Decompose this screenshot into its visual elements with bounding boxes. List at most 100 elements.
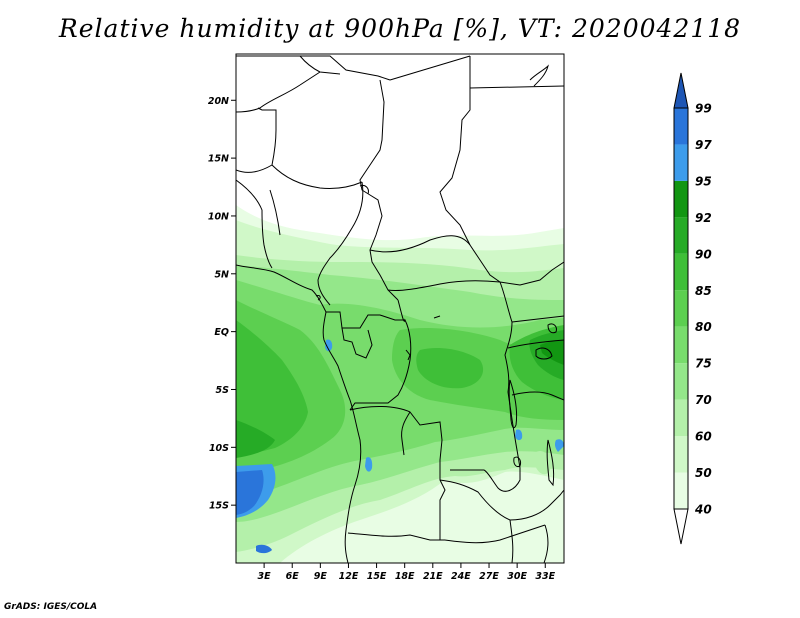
colorbar-label: 75 <box>695 357 712 371</box>
lake-outline <box>529 64 549 87</box>
humidity-zone-95 <box>554 439 564 452</box>
lon-tick-label: 27E <box>479 571 499 582</box>
lon-tick-label: 18E <box>395 571 415 582</box>
lat-tick-label: 15S <box>209 501 229 512</box>
lat-tick-label: 5S <box>216 385 230 396</box>
colorbar-label: 92 <box>695 211 712 225</box>
footer-credit: GrADS: IGES/COLA <box>4 602 98 612</box>
colorbar-swatch <box>674 436 688 473</box>
border-line <box>271 164 363 189</box>
border-line <box>401 411 411 456</box>
humidity-zone-97 <box>236 470 264 515</box>
border-line <box>387 280 501 291</box>
country-borders <box>236 55 564 563</box>
humidity-zone-95 <box>515 429 523 441</box>
lon-tick-label: 3E <box>258 571 272 582</box>
lon-tick-label: 12E <box>339 571 359 582</box>
border-line <box>236 107 277 173</box>
lake-outline <box>359 185 369 195</box>
border-line <box>444 524 546 544</box>
humidity-zone-60 <box>535 450 551 475</box>
colorbar-swatch <box>674 363 688 400</box>
colorbar-swatch <box>674 217 688 254</box>
border-line <box>299 71 321 86</box>
colorbar-swatch <box>674 399 688 437</box>
border-line <box>389 55 471 81</box>
colorbar-swatch <box>674 144 688 181</box>
colorbar-label: 80 <box>695 320 712 334</box>
border-line <box>347 532 445 541</box>
border-line <box>511 315 564 323</box>
colorbar-swatch <box>674 108 688 145</box>
lon-tick-label: 24E <box>451 571 471 582</box>
border-line <box>236 84 301 113</box>
border-line <box>450 281 521 492</box>
colorbar-swatch <box>674 326 688 364</box>
border-line <box>349 299 412 411</box>
lat-tick-label: 15N <box>208 154 229 165</box>
lake-outline <box>508 379 518 429</box>
humidity-zone-95 <box>256 544 272 554</box>
lat-tick-label: 5N <box>214 269 229 280</box>
colorbar-label: 85 <box>695 284 712 298</box>
map-frame <box>235 53 565 564</box>
humidity-zone-85 <box>416 348 484 389</box>
humidity-zone-95 <box>365 457 373 472</box>
border-line <box>359 79 399 301</box>
border-line <box>317 181 364 306</box>
lon-tick-label: 15E <box>367 571 387 582</box>
colorbar-label: 70 <box>695 393 712 407</box>
border-line <box>236 179 273 269</box>
colorbar-swatch <box>674 180 688 218</box>
humidity-zone-95 <box>325 339 333 352</box>
colorbar-upper-arrow <box>673 72 689 109</box>
colorbar: 40 50 60 70 75 80 85 90 92 95 97 99 <box>673 72 712 545</box>
lake-outline <box>405 349 411 361</box>
humidity-zone-90 <box>236 420 275 458</box>
colorbar-swatch <box>674 472 688 509</box>
border-line <box>341 327 373 359</box>
lake-outline <box>513 456 521 467</box>
humidity-zone-85 <box>236 320 308 456</box>
map-title: Relative humidity at 900hPa [%], VT: 202… <box>58 14 742 43</box>
lat-tick-label: EQ <box>214 327 229 338</box>
border-line <box>269 189 281 236</box>
lat-tick-label: 20N <box>208 96 229 107</box>
colorbar-label: 95 <box>695 174 712 188</box>
border-line <box>439 479 564 521</box>
lake-outline <box>547 323 557 334</box>
colorbar-label: 99 <box>695 102 712 116</box>
lake-outline <box>546 439 555 487</box>
border-line <box>543 524 549 563</box>
longitude-axis: 3E 6E 9E 12E 15E 18E 21E 24E 27E 30E 33E <box>258 563 556 582</box>
lat-tick-label: 10S <box>209 443 229 454</box>
humidity-field <box>236 54 564 563</box>
lon-tick-label: 33E <box>535 571 555 582</box>
humidity-zone-92 <box>540 340 564 365</box>
border-line <box>326 311 405 329</box>
border-line <box>509 519 514 563</box>
coastline <box>236 264 362 563</box>
lake-outline <box>535 347 553 360</box>
latitude-axis: 20N 15N 10N 5N EQ 5S 10S 15S <box>208 96 236 512</box>
lake-outline <box>315 295 321 301</box>
lon-tick-label: 21E <box>423 571 443 582</box>
border-line <box>236 55 391 81</box>
colorbar-swatch <box>674 290 688 327</box>
lon-tick-label: 9E <box>314 571 328 582</box>
colorbar-label: 50 <box>695 466 712 480</box>
colorbar-lower-arrow <box>673 508 689 545</box>
colorbar-swatch <box>674 253 688 291</box>
lon-tick-label: 30E <box>507 571 527 582</box>
colorbar-frame <box>673 107 689 510</box>
colorbar-label: 60 <box>695 430 712 444</box>
colorbar-label: 90 <box>695 247 712 261</box>
colorbar-label: 40 <box>694 503 712 517</box>
colorbar-label: 97 <box>695 138 712 152</box>
border-line <box>507 339 564 349</box>
border-line <box>511 391 564 401</box>
border-line <box>369 235 471 253</box>
border-line <box>469 85 564 89</box>
lake-outline <box>433 315 441 319</box>
